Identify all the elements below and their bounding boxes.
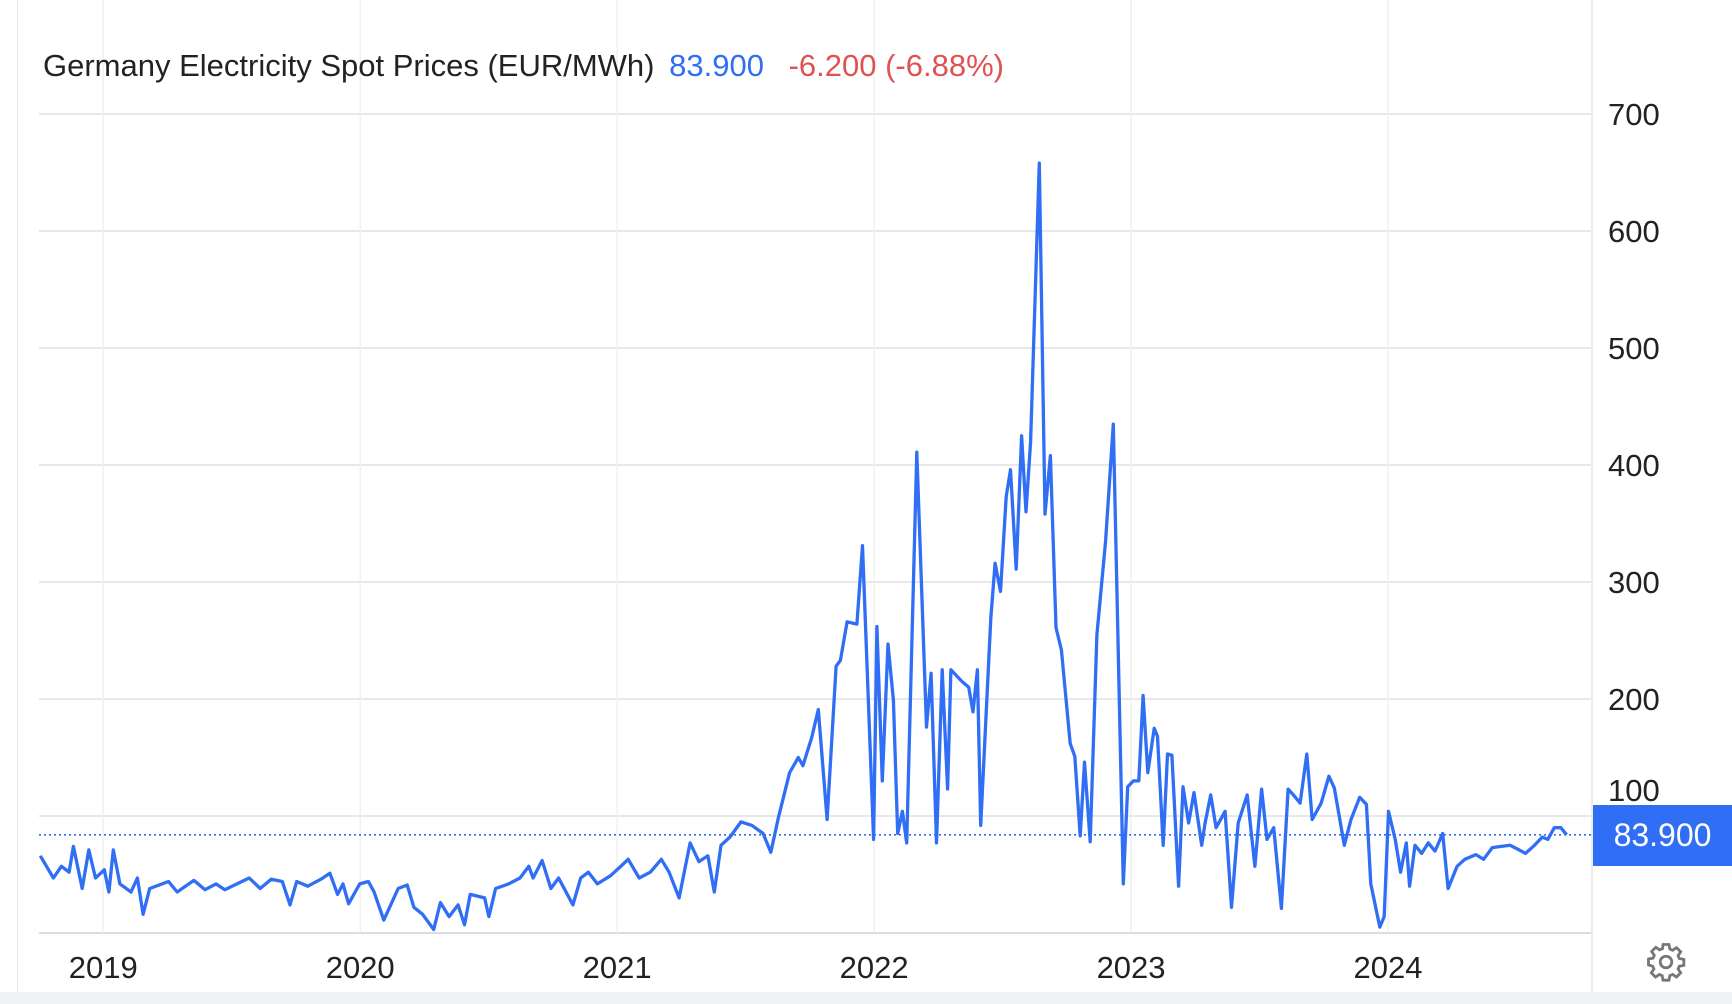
y-tick-label: 600 [1608,214,1660,249]
price-change: -6.200 (-6.88%) [788,48,1004,83]
y-tick-label: 400 [1608,448,1660,483]
x-tick-label: 2022 [840,950,909,985]
y-tick-label: 200 [1608,682,1660,717]
x-tick-label: 2024 [1354,950,1423,985]
chart-title: Germany Electricity Spot Prices (EUR/MWh… [43,48,655,83]
x-tick-label: 2023 [1097,950,1166,985]
y-tick-label: 300 [1608,565,1660,600]
chart-header: Germany Electricity Spot Prices (EUR/MWh… [43,48,1004,84]
bottom-bar [0,992,1732,1004]
x-tick-label: 2019 [69,950,138,985]
y-tick-label: 700 [1608,97,1660,132]
x-tick-label: 2021 [583,950,652,985]
y-tick-label: 100 [1608,773,1660,808]
gear-icon[interactable] [1645,941,1687,983]
series-line [38,161,1568,932]
last-value: 83.900 [669,48,764,83]
panel-border [17,0,18,992]
x-tick-label: 2020 [326,950,395,985]
y-tick-label: 500 [1608,331,1660,366]
last-price-label: 83.900 [1593,804,1732,866]
